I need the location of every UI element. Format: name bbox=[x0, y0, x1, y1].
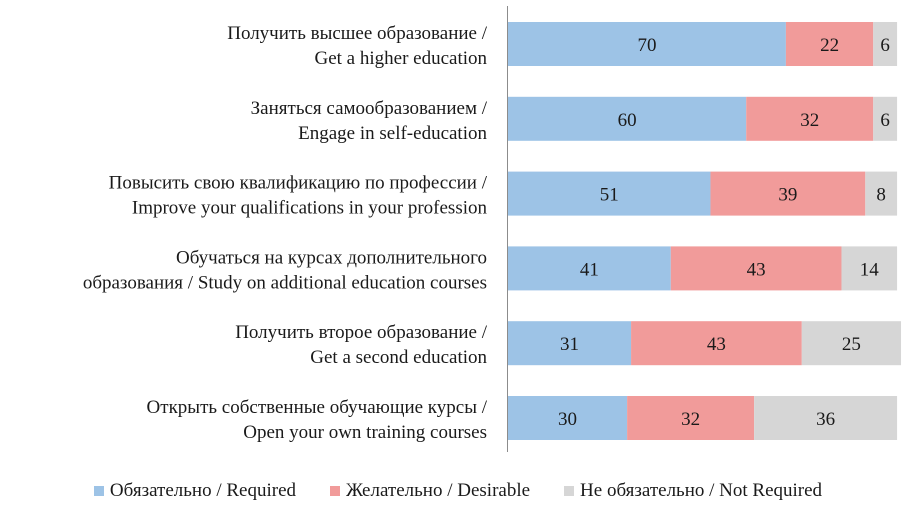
category-label-line: Get a higher education bbox=[314, 48, 487, 69]
data-label: 25 bbox=[842, 334, 861, 355]
category-labels: Получить высшее образование / Get a highe… bbox=[83, 23, 488, 443]
category-label: Открыть собственные обучающие курсы / Ope… bbox=[147, 397, 488, 443]
legend-item-not-required: Не обязательно / Not Required bbox=[564, 480, 822, 502]
bar-segment-not-required bbox=[754, 396, 898, 440]
data-label: 32 bbox=[800, 110, 819, 131]
category-label: Повысить свою квалификацию по профессии … bbox=[109, 173, 488, 219]
bar-segment-required bbox=[508, 96, 747, 141]
category-label-line: Повысить свою квалификацию по профессии … bbox=[109, 173, 488, 194]
legend-swatch-desirable bbox=[330, 486, 340, 496]
bar-segment-required bbox=[508, 396, 628, 440]
bar-segment-desirable bbox=[627, 396, 755, 440]
category-label: Получить высшее образование / Get a highe… bbox=[227, 23, 487, 69]
category-label-line: Improve your qualifications in your prof… bbox=[132, 198, 488, 219]
data-label: 39 bbox=[778, 185, 797, 206]
data-label: 31 bbox=[560, 334, 579, 355]
data-label: 51 bbox=[600, 185, 619, 206]
bar-segment-desirable bbox=[710, 171, 866, 216]
bars: 70 22 6 60 32 6 51 39 8 41 43 14 31 43 25 30 32 36 bbox=[508, 22, 902, 440]
legend: Обязательно / Required Желательно / Desi… bbox=[0, 478, 916, 504]
bar-segment-required bbox=[508, 321, 632, 366]
category-label: Обучаться на курсах дополнительного образ… bbox=[83, 247, 487, 293]
data-label: 32 bbox=[681, 409, 700, 430]
bar-segment-not-required bbox=[801, 321, 902, 366]
legend-item-desirable: Желательно / Desirable bbox=[330, 480, 530, 502]
data-label: 43 bbox=[747, 259, 766, 280]
category-label-line: Получить высшее образование / bbox=[227, 23, 487, 44]
data-label: 6 bbox=[880, 35, 890, 56]
data-label: 41 bbox=[580, 259, 599, 280]
category-label: Получить второе образование / Get a secon… bbox=[235, 322, 488, 368]
bar-segment-not-required bbox=[841, 246, 898, 291]
category-label-line: Engage in self-education bbox=[298, 123, 487, 144]
legend-swatch-not-required bbox=[564, 486, 575, 496]
bar-segment-required bbox=[508, 171, 711, 216]
category-label-line: Заняться самообразованием / bbox=[251, 98, 488, 119]
data-label: 60 bbox=[618, 110, 637, 131]
bar-segment-required bbox=[508, 246, 671, 291]
data-label: 36 bbox=[816, 409, 835, 430]
data-label: 8 bbox=[876, 185, 886, 206]
bar-segment-desirable bbox=[785, 22, 874, 66]
bar-segment-not-required bbox=[865, 171, 898, 216]
legend-item-required: Обязательно / Required bbox=[93, 480, 296, 502]
category-label: Заняться самообразованием / Engage in sel… bbox=[251, 98, 488, 144]
data-label: 22 bbox=[820, 35, 839, 56]
data-label: 70 bbox=[637, 35, 656, 56]
bar-segment-not-required bbox=[873, 96, 898, 141]
data-label: 43 bbox=[707, 334, 726, 355]
legend-label-required: Обязательно / Required bbox=[109, 480, 296, 501]
data-label: 6 bbox=[880, 110, 890, 131]
legend-label-desirable: Желательно / Desirable bbox=[346, 480, 531, 501]
bar-segment-desirable bbox=[670, 246, 842, 291]
data-label: 14 bbox=[860, 259, 880, 280]
category-label-line: Open your own training courses bbox=[243, 422, 487, 443]
legend-swatch-required bbox=[93, 486, 104, 496]
bar-segment-not-required bbox=[873, 22, 898, 66]
data-label: 30 bbox=[558, 409, 577, 430]
category-label-line: Get a second education bbox=[310, 347, 487, 368]
legend-label-not-required: Не обязательно / Not Required bbox=[580, 480, 823, 501]
bar-segment-desirable bbox=[631, 321, 802, 366]
category-label-line: образования / Study on additional educat… bbox=[83, 272, 487, 293]
bar-segment-required bbox=[508, 22, 786, 66]
bar-segment-desirable bbox=[746, 96, 874, 141]
category-label-line: Обучаться на курсах дополнительного bbox=[176, 247, 487, 268]
category-label-line: Получить второе образование / bbox=[235, 322, 488, 343]
category-label-line: Открыть собственные обучающие курсы / bbox=[147, 397, 488, 418]
